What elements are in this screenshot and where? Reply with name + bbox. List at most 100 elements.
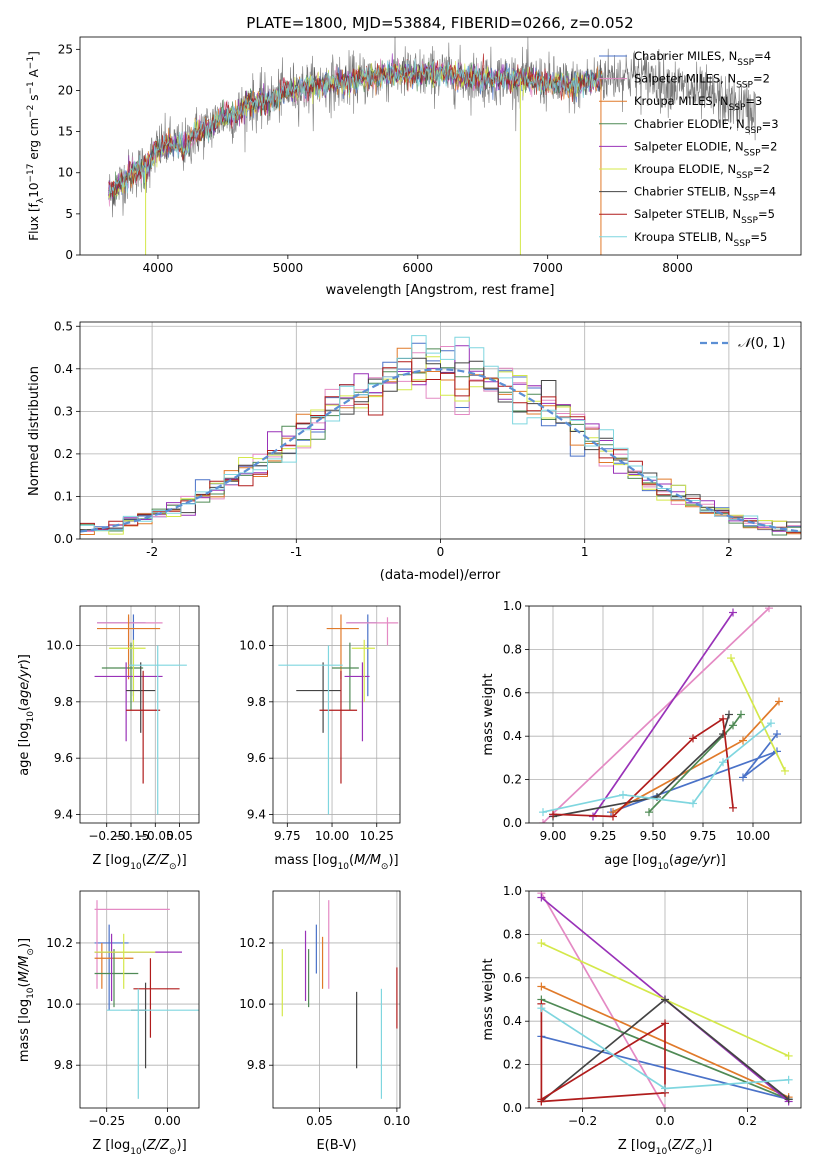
y-tick-label: 9.4 [54,808,73,822]
x-axis-label: mass [log10(M/M⊙)] [274,853,398,872]
label-segment: Salpeter ELODIE, N [634,139,744,153]
label-segment: 10 [657,862,669,872]
panel-weight_vs_age: 9.00 9.25 9.50 9.75 10.00 0.0 0.2 0.4 0.6 0.8 1.0 a… [481,599,802,872]
y-tick-label: 0.8 [503,927,522,941]
model-spectrum [108,61,603,198]
axes-frame [79,321,802,540]
label-segment: −2 [26,105,36,118]
y-tick-label: 1.0 [503,599,522,613]
y-axis-label: age [log10(age/yr)] [17,654,36,776]
label-segment: ( [142,1138,147,1153]
label-segment: ⊙ [169,862,177,872]
weight-line [612,700,780,813]
label-segment: λ [36,197,46,203]
legend-label: Kroupa ELODIE, NSSP=2 [634,162,770,181]
x-tick-label: 0.00 [154,1114,181,1128]
label-segment: 10 [27,183,41,198]
weight-line [610,733,778,813]
y-tick-label: 0.2 [54,447,73,461]
y-tick-label: 9.6 [247,751,266,765]
label-segment: Kroupa MILES, N [634,94,729,108]
model-spectrum [108,59,603,195]
x-tick-label: 2 [725,545,733,559]
axes-frame [79,36,802,256]
label-segment: =3 [745,94,762,108]
label-segment: =5 [750,230,767,244]
label-segment: SSP [729,103,746,113]
x-tick-label: −0.05 [137,829,174,843]
weight-line [540,892,666,1108]
plot-area [273,606,400,823]
label-segment: ( [667,1138,672,1153]
y-tick-label: 0.4 [54,362,73,376]
y-tick-label: 10.0 [239,997,266,1011]
axes-frame [272,605,401,824]
plot-area [273,891,400,1108]
label-segment: Chabrier STELIB, N [634,185,742,199]
x-tick-label: 0.10 [384,1114,411,1128]
x-tick-label: 0.0 [655,1114,674,1128]
y-tick-label: 0.1 [54,489,73,503]
y-tick-label: 9.4 [247,808,266,822]
label-segment: Flux [f [27,202,41,240]
y-tick-label: 0.0 [54,532,73,546]
label-segment: age/yr [17,663,32,706]
label-segment: E(B-V) [316,1138,356,1153]
y-tick-label: 5 [65,207,73,221]
x-tick-label: 0 [437,545,445,559]
label-segment: ( [142,853,147,868]
x-axis-label: wavelength [Angstrom, rest frame] [326,283,555,298]
plot-area [529,891,801,1108]
plot-area [529,606,801,823]
label-segment: −17 [26,164,36,183]
legend: Chabrier MILES, NSSP=4 Salpeter MILES, N S… [599,49,779,249]
x-tick-label: 7000 [532,261,563,275]
weight-line [552,714,730,818]
label-segment: Z/Z [146,1138,170,1153]
plot-area [80,322,801,539]
label-segment: )] [702,1138,712,1153]
y-tick-label: 10.2 [46,936,73,950]
label-segment: Salpeter MILES, N [634,72,736,86]
y-tick-label: 10.2 [239,936,266,950]
y-axis-label: mass [log10(M/M⊙)] [17,938,36,1062]
weight-line [542,607,770,823]
label-segment: 10 [656,1147,668,1157]
label-segment: (0, 1) [750,336,785,351]
x-tick-label: 1 [581,545,589,559]
axes-frame [528,605,802,824]
x-tick-label: 4000 [143,261,174,275]
y-tick-label: 9.6 [54,751,73,765]
y-tick-label: 20 [58,83,73,97]
x-tick-label: 6000 [402,261,433,275]
label-segment: −1 [26,56,36,69]
x-axis-label: Z [log10(Z/Z⊙)] [92,853,186,872]
x-axis-label: (data-model)/error [380,568,501,583]
x-tick-label: 5000 [273,261,304,275]
label-segment: =2 [753,72,770,86]
y-tick-label: 0 [65,248,73,262]
y-tick-label: 9.8 [54,1058,73,1072]
panel-age_vs_Z: −0.25−0.15−0.050.059.49.69.810.0Z [log10… [17,605,200,872]
weight-line [730,657,786,772]
label-segment: =5 [758,207,775,221]
label-segment: SSP [742,194,759,204]
label-segment: 10 [130,862,142,872]
y-axis-label: mass weight [481,673,496,755]
y-tick-label: 0.3 [54,404,73,418]
x-tick-label: 10.00 [315,829,349,843]
y-tick-label: 0.8 [503,642,522,656]
y-tick-label: 0.2 [503,773,522,787]
y-tick-label: 9.8 [247,1058,266,1072]
label-segment: age [log [604,853,657,868]
x-tick-label: −0.15 [113,829,150,843]
label-segment: mass [log [274,853,337,868]
legend-label: Salpeter ELODIE, NSSP=2 [634,139,777,158]
label-segment: A [27,68,41,81]
legend-label: Salpeter STELIB, NSSP=5 [634,207,775,226]
histogram-step [80,335,801,532]
label-segment: ⊙ [694,1147,702,1157]
legend-label: Chabrier MILES, NSSP=4 [634,49,771,68]
label-segment: Z/Z [146,853,170,868]
label-segment: )] [17,938,32,948]
